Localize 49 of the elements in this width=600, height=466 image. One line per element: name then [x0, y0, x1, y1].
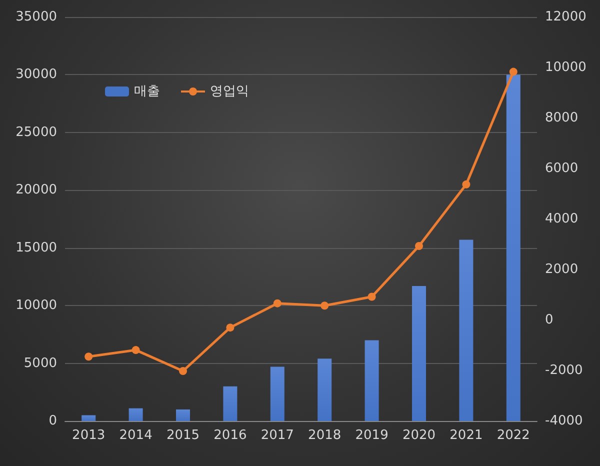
point — [415, 242, 423, 250]
x-tick-label: 2013 — [72, 428, 106, 443]
y-tick-label: 0 — [48, 414, 57, 428]
y2-tick-label: 4000 — [545, 212, 578, 226]
y2-tick-label: 12000 — [545, 10, 586, 24]
y-tick-label: 10000 — [16, 298, 57, 314]
x-tick-label: 2018 — [308, 428, 342, 443]
point — [179, 367, 187, 376]
bar — [318, 358, 332, 421]
x-tick-label: 2016 — [214, 428, 247, 443]
bar — [270, 366, 284, 421]
y2-tick-label: 0 — [545, 312, 554, 328]
y-tick-label: 35000 — [16, 10, 57, 24]
point — [509, 68, 518, 76]
bar — [223, 386, 238, 421]
y-tick-label: 5000 — [24, 356, 57, 371]
bar — [82, 415, 96, 421]
point — [226, 324, 234, 332]
point — [132, 346, 140, 354]
legend-label: 영업익 — [210, 84, 249, 99]
y2-tick-label: 10000 — [545, 60, 586, 75]
y-tick-label: 20000 — [16, 182, 57, 198]
x-tick-label: 2019 — [355, 428, 388, 443]
x-tick-label: 2014 — [119, 428, 152, 443]
bar — [128, 408, 143, 421]
bar — [506, 74, 520, 421]
bar — [412, 286, 426, 421]
x-tick-label: 2015 — [166, 428, 200, 443]
y2-tick-label: 8000 — [545, 110, 578, 126]
point — [84, 352, 93, 361]
x-tick-label: 2022 — [496, 428, 530, 443]
bar — [364, 340, 379, 421]
x-tick-label: 2017 — [260, 428, 294, 443]
bar — [459, 240, 474, 421]
point — [320, 302, 329, 310]
y2-tick-label: -4000 — [545, 414, 583, 428]
y2-tick-label: 6000 — [545, 161, 578, 176]
x-tick-label: 2020 — [402, 428, 436, 443]
y2-tick-label: 2000 — [545, 262, 578, 277]
y-tick-label: 25000 — [16, 124, 57, 140]
y-tick-label: 30000 — [16, 67, 57, 82]
point — [368, 292, 376, 301]
point — [462, 180, 470, 188]
y-tick-label: 15000 — [16, 240, 57, 256]
legend-label: 매출 — [134, 84, 160, 99]
bar — [176, 409, 190, 421]
y2-tick-label: -2000 — [545, 363, 583, 378]
x-tick-label: 2021 — [450, 428, 483, 443]
point — [273, 299, 282, 308]
